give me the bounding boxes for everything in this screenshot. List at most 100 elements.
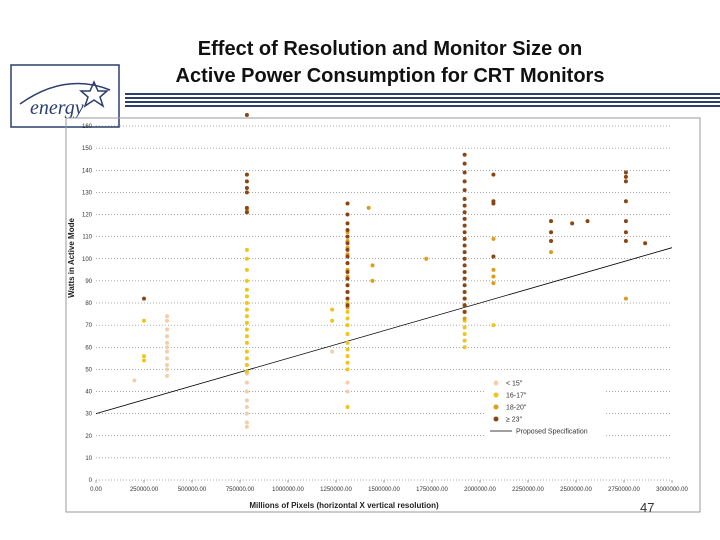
slide-title-line1: Effect of Resolution and Monitor Size on — [197, 38, 583, 60]
x-tick-label: 0.00 — [90, 487, 102, 493]
data-point — [462, 331, 467, 336]
data-point — [345, 247, 350, 252]
data-point — [345, 283, 350, 288]
data-point — [345, 360, 350, 365]
data-point — [462, 303, 467, 308]
x-tick-label: 1000000.00 — [272, 487, 304, 493]
data-point — [345, 323, 350, 328]
data-point — [142, 358, 146, 363]
data-point — [244, 356, 249, 361]
data-point — [549, 250, 554, 255]
data-point — [244, 190, 249, 195]
y-tick-label: 50 — [85, 367, 92, 373]
data-point — [345, 316, 350, 321]
data-point — [491, 323, 496, 328]
data-point — [462, 283, 467, 288]
y-tick-label: 0 — [89, 478, 93, 484]
data-point — [244, 179, 249, 184]
data-point — [244, 327, 249, 332]
chart-frame — [65, 117, 701, 513]
data-point — [244, 349, 249, 354]
legend-label: ≥ 23" — [506, 417, 523, 424]
data-point — [345, 367, 350, 372]
y-tick-label: 150 — [82, 146, 93, 152]
data-point — [132, 378, 137, 383]
data-point — [244, 389, 249, 394]
data-point — [491, 274, 496, 279]
x-tick-label: 2250000.00 — [512, 487, 544, 493]
data-point — [244, 210, 249, 215]
data-point — [462, 210, 467, 215]
legend-marker — [493, 380, 499, 386]
slide-number: 47 — [640, 500, 655, 515]
data-point — [345, 270, 350, 275]
data-point — [462, 179, 467, 184]
data-point — [165, 327, 170, 332]
data-point — [345, 212, 350, 217]
data-point — [462, 250, 467, 255]
legend-label: Proposed Specification — [516, 429, 588, 436]
data-point — [462, 296, 467, 301]
data-point — [462, 256, 467, 261]
data-point — [142, 296, 146, 301]
data-point — [623, 219, 628, 224]
data-point — [244, 294, 249, 299]
data-point — [165, 334, 170, 339]
legend-marker — [493, 392, 499, 398]
data-point — [165, 362, 170, 367]
data-point — [165, 374, 170, 379]
data-point — [491, 236, 496, 241]
data-point — [165, 345, 170, 350]
y-tick-label: 130 — [82, 190, 93, 196]
x-tick-label: 250000.00 — [130, 487, 159, 493]
header-stripes — [125, 93, 720, 107]
data-point — [244, 362, 249, 367]
data-point — [345, 241, 350, 246]
data-point — [345, 234, 350, 239]
data-point — [462, 203, 467, 208]
data-point — [570, 221, 575, 226]
data-point — [345, 289, 350, 294]
data-point — [462, 236, 467, 241]
data-point — [165, 367, 170, 372]
data-point — [623, 239, 628, 244]
data-point — [165, 318, 170, 323]
data-point — [244, 267, 249, 272]
x-tick-label: 1750000.00 — [416, 487, 448, 493]
data-point — [345, 347, 350, 352]
data-point — [345, 309, 350, 314]
data-point — [244, 205, 249, 210]
data-point — [585, 219, 590, 224]
legend-marker — [493, 404, 499, 410]
energy-star-logo: energy — [10, 64, 120, 128]
legend-label: < 15" — [506, 381, 523, 388]
data-point — [462, 270, 467, 275]
data-point — [345, 261, 350, 266]
data-point — [491, 267, 496, 272]
data-point — [623, 170, 628, 175]
data-point — [462, 216, 467, 221]
data-point — [244, 278, 249, 283]
data-point — [462, 325, 467, 330]
data-point — [623, 174, 628, 179]
data-point — [549, 239, 554, 244]
data-point — [142, 354, 146, 359]
data-point — [491, 172, 496, 177]
y-tick-label: 120 — [82, 213, 93, 219]
data-point — [345, 201, 350, 206]
data-point — [623, 179, 628, 184]
data-point — [462, 289, 467, 294]
y-tick-label: 40 — [85, 390, 92, 396]
data-point — [370, 263, 375, 268]
data-point — [244, 314, 249, 319]
data-point — [244, 398, 249, 403]
data-point — [345, 331, 350, 336]
data-point — [462, 152, 467, 157]
data-point — [345, 340, 350, 345]
x-tick-label: 2750000.00 — [608, 487, 640, 493]
data-point — [462, 161, 467, 166]
data-point — [623, 199, 628, 204]
x-tick-label: 3000000.00 — [656, 487, 688, 493]
data-point — [623, 230, 628, 235]
